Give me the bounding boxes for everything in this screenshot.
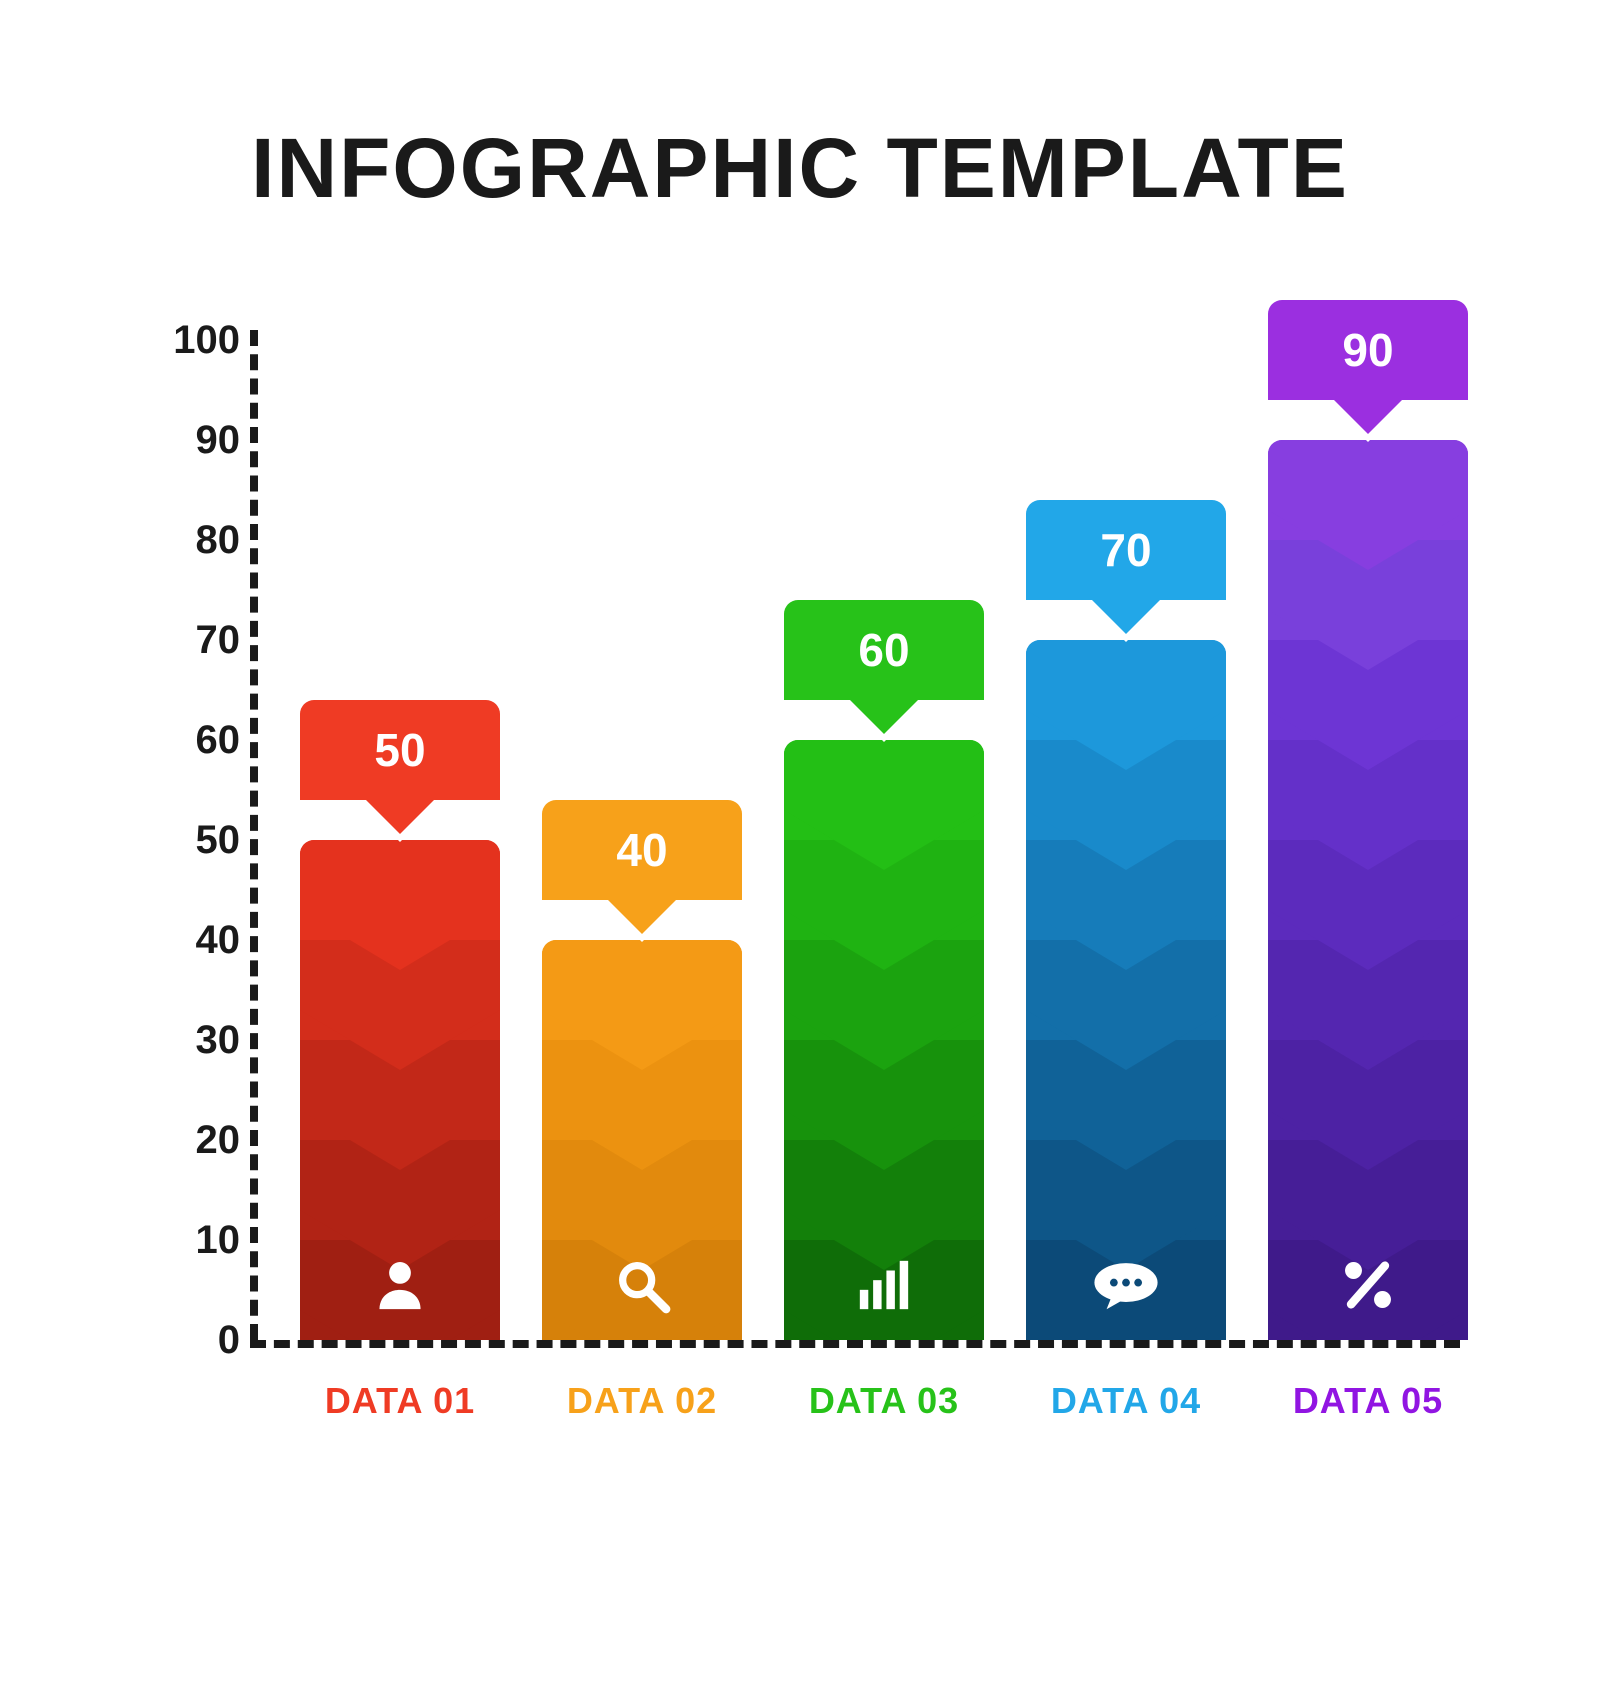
value-bubble: 60: [784, 600, 984, 700]
y-tick-label: 50: [160, 818, 240, 863]
y-tick-label: 70: [160, 618, 240, 663]
bar-chart: 010203040506070809010050DATA 0140DATA 02…: [170, 330, 1460, 1340]
y-axis: [250, 330, 258, 1340]
chart-bar: [1026, 640, 1226, 1340]
x-axis-label: DATA 01: [300, 1380, 500, 1422]
y-tick-label: 20: [160, 1118, 240, 1163]
x-axis-label: DATA 05: [1268, 1380, 1468, 1422]
bars-icon: [784, 1256, 984, 1314]
chart-bar: [1268, 440, 1468, 1340]
bar-segment: [784, 740, 984, 840]
x-axis-label: DATA 03: [784, 1380, 984, 1422]
y-tick-label: 40: [160, 918, 240, 963]
bar-segment: [1026, 640, 1226, 740]
chart-bar: [542, 940, 742, 1340]
chart-bar: [784, 740, 984, 1340]
bar-segment: [542, 940, 742, 1040]
chart-bar: [300, 840, 500, 1340]
value-bubble: 90: [1268, 300, 1468, 400]
y-tick-label: 10: [160, 1218, 240, 1263]
person-icon: [300, 1256, 500, 1314]
x-axis: [250, 1340, 1460, 1348]
percent-icon: [1268, 1256, 1468, 1314]
y-tick-label: 90: [160, 418, 240, 463]
value-bubble: 40: [542, 800, 742, 900]
x-axis-label: DATA 02: [542, 1380, 742, 1422]
y-tick-label: 0: [160, 1318, 240, 1363]
bar-segment: [300, 840, 500, 940]
search-icon: [542, 1256, 742, 1314]
value-bubble: 70: [1026, 500, 1226, 600]
chat-icon: [1026, 1256, 1226, 1314]
y-tick-label: 30: [160, 1018, 240, 1063]
y-tick-label: 60: [160, 718, 240, 763]
chart-title: INFOGRAPHIC TEMPLATE: [0, 120, 1600, 217]
infographic-stage: INFOGRAPHIC TEMPLATE 0 10 20 30 40 50 60 70 80 90…: [0, 0, 1600, 1690]
y-tick-label: 80: [160, 518, 240, 563]
bar-segment: [1268, 440, 1468, 540]
x-axis-label: DATA 04: [1026, 1380, 1226, 1422]
y-tick-label: 100: [160, 318, 240, 363]
value-bubble: 50: [300, 700, 500, 800]
